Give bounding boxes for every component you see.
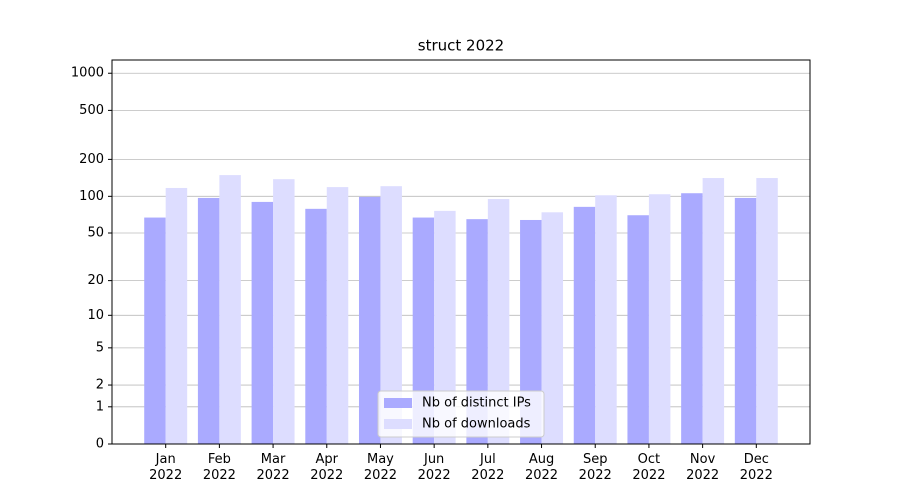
x-tick-label: May 2022 bbox=[363, 452, 397, 483]
legend-box bbox=[377, 390, 545, 438]
bar bbox=[412, 217, 435, 444]
legend-label: Nb of downloads bbox=[422, 417, 531, 432]
chart-title: struct 2022 bbox=[418, 37, 504, 55]
x-tick-label: Dec 2022 bbox=[739, 452, 773, 483]
legend-swatch bbox=[384, 398, 412, 408]
bar bbox=[541, 212, 564, 444]
y-tick-label: 2 bbox=[96, 378, 104, 393]
bar bbox=[487, 199, 510, 444]
bar bbox=[595, 195, 617, 444]
x-tick-label: Aug 2022 bbox=[524, 452, 559, 483]
bar bbox=[165, 187, 188, 445]
bar bbox=[434, 210, 456, 444]
bar bbox=[144, 217, 166, 444]
bar bbox=[648, 194, 671, 444]
legend-swatch bbox=[384, 419, 412, 429]
x-tick-label: Mar 2022 bbox=[256, 452, 290, 483]
y-tick-label: 200 bbox=[79, 152, 104, 167]
x-tick-label: Jan 2022 bbox=[149, 452, 183, 483]
bar bbox=[627, 215, 649, 444]
y-tick-label: 500 bbox=[79, 103, 104, 118]
bar bbox=[702, 178, 725, 444]
x-tick-label: Sep 2022 bbox=[578, 452, 612, 483]
bar bbox=[681, 193, 703, 444]
x-tick-label: Oct 2022 bbox=[632, 452, 666, 483]
y-tick-label: 10 bbox=[87, 308, 104, 323]
bar bbox=[273, 179, 295, 444]
plot-frame bbox=[111, 59, 811, 445]
bar bbox=[520, 219, 542, 444]
bar bbox=[573, 206, 596, 444]
bar bbox=[756, 178, 778, 444]
legend: Nb of distinct IPs Nb of downloads bbox=[377, 390, 545, 438]
x-tick-label: Jul 2022 bbox=[471, 452, 505, 483]
y-tick-label: 1 bbox=[96, 399, 104, 414]
x-tick-label: Feb 2022 bbox=[202, 452, 236, 483]
y-tick-label: 50 bbox=[87, 225, 104, 240]
bar bbox=[251, 201, 274, 444]
bar bbox=[219, 175, 241, 445]
bar bbox=[358, 196, 381, 444]
x-tick-label: Jun 2022 bbox=[417, 452, 451, 483]
legend-label: Nb of distinct IPs bbox=[422, 396, 531, 411]
x-tick-label: Nov 2022 bbox=[686, 452, 720, 483]
bar bbox=[305, 208, 327, 444]
bar bbox=[197, 197, 220, 444]
y-tick-label: 100 bbox=[79, 189, 104, 204]
y-tick-label: 20 bbox=[87, 273, 104, 288]
y-tick-label: 5 bbox=[96, 340, 104, 355]
y-tick-label: 1000 bbox=[71, 66, 104, 81]
bar bbox=[380, 186, 402, 444]
bar bbox=[734, 197, 757, 444]
y-tick-label: 0 bbox=[96, 437, 104, 452]
bar bbox=[326, 187, 349, 444]
x-tick-label: Apr 2022 bbox=[310, 452, 344, 483]
bar bbox=[466, 219, 488, 444]
